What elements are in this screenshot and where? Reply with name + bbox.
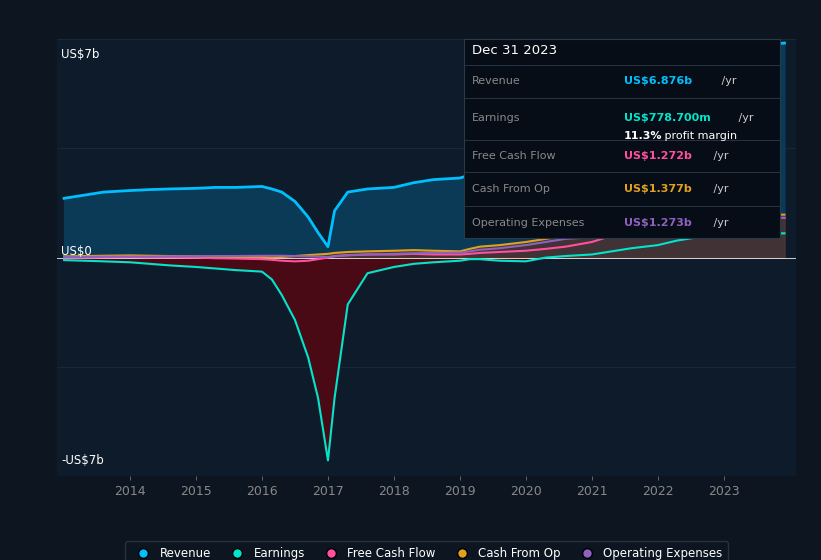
Text: /yr: /yr [735, 113, 754, 123]
Text: /yr: /yr [710, 151, 729, 161]
Legend: Revenue, Earnings, Free Cash Flow, Cash From Op, Operating Expenses: Revenue, Earnings, Free Cash Flow, Cash … [126, 542, 728, 560]
Text: US$1.272b: US$1.272b [624, 151, 692, 161]
Text: US$1.377b: US$1.377b [624, 184, 692, 194]
Text: Revenue: Revenue [472, 76, 521, 86]
Text: Cash From Op: Cash From Op [472, 184, 550, 194]
Text: Free Cash Flow: Free Cash Flow [472, 151, 556, 161]
Text: US$7b: US$7b [62, 48, 99, 61]
Text: -US$7b: -US$7b [62, 454, 104, 467]
Text: Earnings: Earnings [472, 113, 521, 123]
Text: /yr: /yr [710, 184, 729, 194]
Text: profit margin: profit margin [661, 131, 737, 141]
Text: /yr: /yr [718, 76, 737, 86]
Text: /yr: /yr [710, 218, 729, 228]
Text: US$778.700m: US$778.700m [624, 113, 711, 123]
Text: US$6.876b: US$6.876b [624, 76, 692, 86]
Text: 11.3%: 11.3% [624, 131, 663, 141]
Text: US$1.273b: US$1.273b [624, 218, 692, 228]
Text: Operating Expenses: Operating Expenses [472, 218, 585, 228]
Text: Dec 31 2023: Dec 31 2023 [472, 44, 557, 57]
Text: US$0: US$0 [62, 245, 92, 258]
